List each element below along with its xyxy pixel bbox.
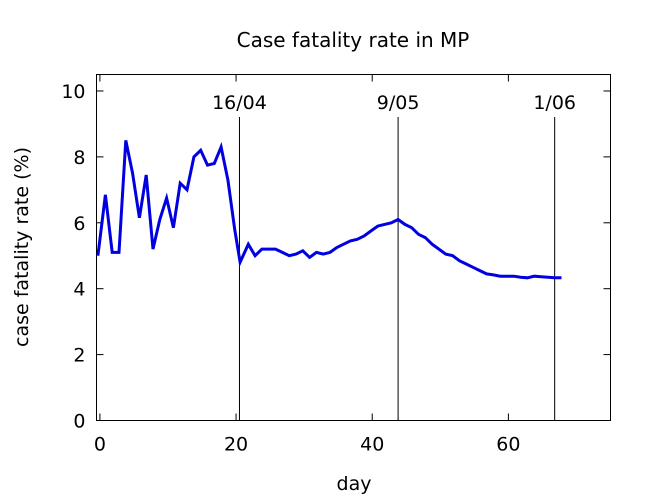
y-tick-label: 6: [73, 213, 85, 235]
y-axis-label: case fatality rate (%): [11, 147, 33, 347]
reference-line-label: 9/05: [377, 92, 420, 114]
x-tick-label: 60: [496, 434, 520, 456]
y-tick-label: 0: [73, 411, 85, 433]
x-tick-label: 20: [224, 434, 248, 456]
series-line: [96, 140, 562, 280]
y-tick-label: 2: [73, 345, 85, 367]
x-axis-label: day: [337, 473, 372, 495]
y-axis-ticks: 0 2 4 6 8 10: [61, 81, 611, 433]
chart-title: Case fatality rate in MP: [237, 28, 470, 52]
x-tick-label: 0: [94, 434, 106, 456]
y-tick-label: 4: [73, 279, 85, 301]
y-tick-label: 10: [61, 81, 85, 103]
x-tick-label: 40: [360, 434, 384, 456]
reference-line-label: 16/04: [212, 92, 267, 114]
data-series: [96, 140, 562, 280]
x-axis-ticks: 0 20 40 60: [94, 74, 520, 456]
reference-line-label: 1/06: [533, 92, 576, 114]
reference-lines: 16/04 9/05 1/06: [212, 92, 576, 421]
y-tick-label: 8: [73, 147, 85, 169]
plot-frame: [96, 74, 611, 421]
